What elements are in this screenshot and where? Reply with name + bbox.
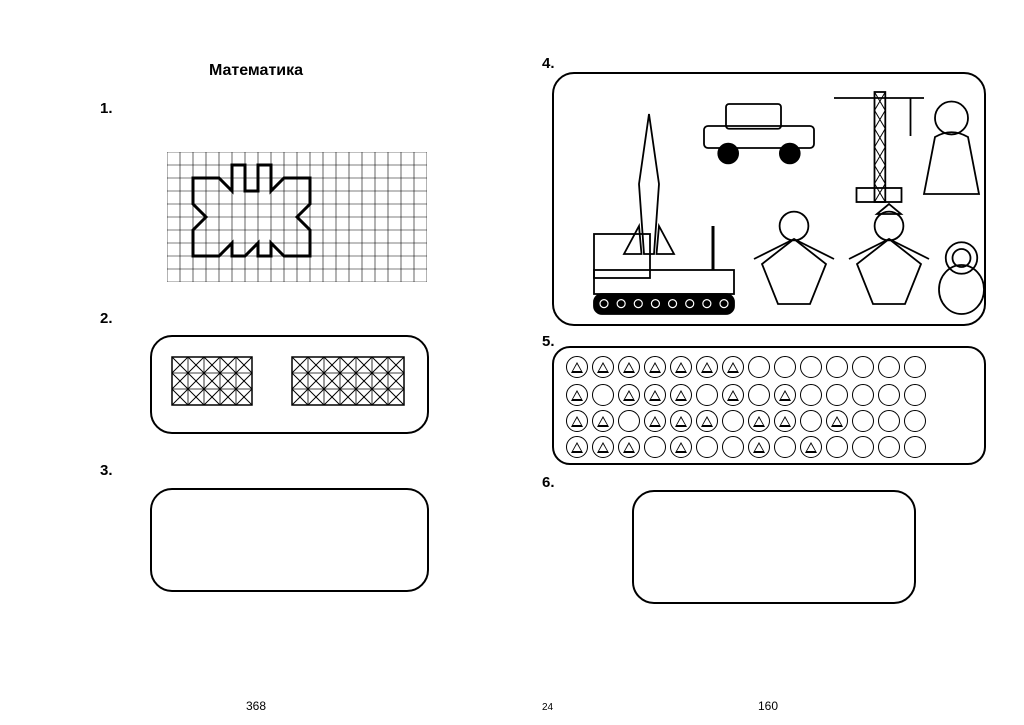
- circle-empty-icon: [774, 436, 796, 458]
- circle-triangle-icon: [774, 410, 796, 432]
- circle-triangle-icon: [592, 356, 614, 378]
- circle-triangle-icon: [748, 410, 770, 432]
- circle-empty-icon: [696, 436, 718, 458]
- circle-empty-icon: [878, 436, 900, 458]
- object-jester: [849, 204, 929, 304]
- page-left: Математика 1. 2. 3. 368: [0, 0, 512, 725]
- task5-row-4: [566, 436, 926, 458]
- circle-triangle-icon: [618, 436, 640, 458]
- circle-empty-icon: [800, 356, 822, 378]
- circle-empty-icon: [748, 384, 770, 406]
- circle-empty-icon: [878, 410, 900, 432]
- circle-empty-icon: [592, 384, 614, 406]
- circle-empty-icon: [852, 436, 874, 458]
- circle-triangle-icon: [618, 356, 640, 378]
- circle-empty-icon: [748, 356, 770, 378]
- circle-triangle-icon: [592, 436, 614, 458]
- object-doll: [924, 102, 979, 195]
- circle-triangle-icon: [670, 384, 692, 406]
- circle-triangle-icon: [644, 410, 666, 432]
- task-1-grid: [167, 152, 427, 282]
- circle-triangle-icon: [670, 410, 692, 432]
- circle-empty-icon: [826, 384, 848, 406]
- circle-triangle-icon: [722, 356, 744, 378]
- object-car: [704, 104, 814, 163]
- circle-triangle-icon: [644, 356, 666, 378]
- circle-triangle-icon: [748, 436, 770, 458]
- task5-row-1: [566, 356, 926, 378]
- question-5-number: 5.: [542, 333, 555, 350]
- circle-triangle-icon: [696, 356, 718, 378]
- question-1-number: 1.: [100, 100, 113, 117]
- circle-triangle-icon: [774, 384, 796, 406]
- object-rocket: [624, 114, 674, 254]
- circle-empty-icon: [904, 436, 926, 458]
- circle-empty-icon: [852, 356, 874, 378]
- circle-triangle-icon: [566, 384, 588, 406]
- circle-empty-icon: [904, 356, 926, 378]
- object-matryoshka: [939, 242, 984, 314]
- circle-triangle-icon: [592, 410, 614, 432]
- page-number-right: 160: [512, 699, 1024, 713]
- circle-triangle-icon: [644, 384, 666, 406]
- circle-triangle-icon: [566, 436, 588, 458]
- circle-empty-icon: [878, 384, 900, 406]
- circle-empty-icon: [696, 384, 718, 406]
- circle-empty-icon: [644, 436, 666, 458]
- task-2-box: [150, 335, 429, 434]
- circle-empty-icon: [904, 410, 926, 432]
- task5-row-3: [566, 410, 926, 432]
- circle-triangle-icon: [722, 384, 744, 406]
- page-title: Математика: [0, 62, 512, 80]
- circle-empty-icon: [826, 436, 848, 458]
- question-4-number: 4.: [542, 55, 555, 72]
- task-3-box: [150, 488, 429, 592]
- question-6-number: 6.: [542, 474, 555, 491]
- circle-empty-icon: [800, 384, 822, 406]
- circle-triangle-icon: [566, 410, 588, 432]
- circle-empty-icon: [618, 410, 640, 432]
- circle-triangle-icon: [670, 436, 692, 458]
- circle-empty-icon: [852, 410, 874, 432]
- circle-empty-icon: [800, 410, 822, 432]
- circle-empty-icon: [774, 356, 796, 378]
- page-right: 4. 5. 6. 24 160: [512, 0, 1024, 725]
- circle-triangle-icon: [800, 436, 822, 458]
- circle-triangle-icon: [566, 356, 588, 378]
- circle-triangle-icon: [670, 356, 692, 378]
- circle-empty-icon: [878, 356, 900, 378]
- circle-triangle-icon: [696, 410, 718, 432]
- circle-empty-icon: [904, 384, 926, 406]
- object-clown: [754, 212, 834, 304]
- circle-empty-icon: [722, 410, 744, 432]
- task5-row-2: [566, 384, 926, 406]
- circle-empty-icon: [826, 356, 848, 378]
- page-number-left: 368: [0, 699, 512, 713]
- circle-triangle-icon: [618, 384, 640, 406]
- task-4-box: [552, 72, 986, 326]
- task-5-box: [552, 346, 986, 465]
- circle-empty-icon: [852, 384, 874, 406]
- question-3-number: 3.: [100, 462, 113, 479]
- task-6-box: [632, 490, 916, 604]
- circle-empty-icon: [722, 436, 744, 458]
- question-2-number: 2.: [100, 310, 113, 327]
- object-tractor: [594, 226, 734, 314]
- object-crane: [834, 92, 924, 202]
- circle-triangle-icon: [826, 410, 848, 432]
